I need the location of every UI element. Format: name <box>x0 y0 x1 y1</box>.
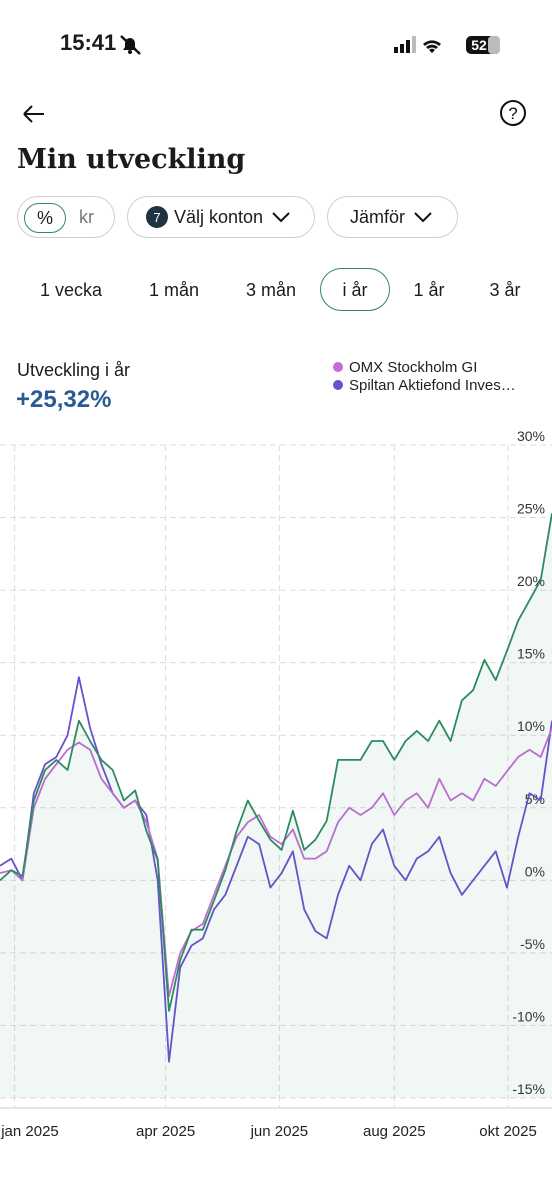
summary-value: +25,32% <box>16 386 112 413</box>
period-tab[interactable]: 1 vecka <box>39 280 103 300</box>
accounts-count: 7 <box>146 206 168 228</box>
area <box>0 513 552 1098</box>
compare-dropdown[interactable]: Jämför <box>327 196 458 238</box>
accounts-dropdown[interactable]: 7 Välj konton <box>127 196 315 238</box>
line <box>0 727 552 998</box>
period-tab[interactable]: i år <box>342 280 368 300</box>
unit-option[interactable]: % <box>24 203 66 233</box>
mute-icon <box>120 35 141 55</box>
x-tick-label: okt 2025 <box>479 1123 537 1140</box>
x-tick-label: jun 2025 <box>250 1123 309 1140</box>
period-tab[interactable]: 3 år <box>489 280 521 300</box>
status-icons: 52 <box>394 36 500 54</box>
y-tick-label: -5% <box>520 936 545 952</box>
y-tick-label: 15% <box>517 646 545 662</box>
accounts-label: Välj konton <box>174 206 264 227</box>
x-tick-label: aug 2025 <box>363 1123 426 1140</box>
y-tick-label: -10% <box>512 1008 545 1024</box>
y-tick-label: -15% <box>512 1081 545 1097</box>
line <box>0 513 552 1012</box>
page-title: Min utveckling <box>17 144 246 175</box>
period-tab[interactable]: 1 år <box>413 280 445 300</box>
legend-marker <box>333 380 343 390</box>
legend-marker <box>333 362 343 372</box>
selected-period <box>320 268 390 311</box>
svg-text:?: ? <box>508 104 517 123</box>
x-tick-label: jan 2025 <box>0 1123 59 1140</box>
chevron <box>272 212 290 223</box>
legend-label: OMX Stockholm GI <box>349 359 477 376</box>
battery-level: 52 <box>471 37 487 53</box>
status-time: 15:41 <box>60 30 117 55</box>
unit-toggle <box>17 196 115 238</box>
help-button[interactable]: ? <box>499 99 527 127</box>
period-tab[interactable]: 1 mån <box>148 280 200 300</box>
back-button[interactable] <box>20 102 50 126</box>
legend-label: Spiltan Aktiefond Inves… <box>349 377 516 394</box>
y-tick-label: 30% <box>517 428 545 444</box>
x-tick-label: apr 2025 <box>136 1123 195 1140</box>
y-tick-label: 0% <box>525 863 545 879</box>
unit-option[interactable]: kr <box>79 207 94 227</box>
period-tab[interactable]: 3 mån <box>245 280 297 300</box>
summary-label: Utveckling i år <box>17 360 131 380</box>
line <box>0 676 552 1063</box>
compare-label: Jämför <box>350 206 406 227</box>
y-tick-label: 10% <box>517 718 545 734</box>
y-tick-label: 25% <box>517 501 545 517</box>
chevron <box>414 212 432 223</box>
